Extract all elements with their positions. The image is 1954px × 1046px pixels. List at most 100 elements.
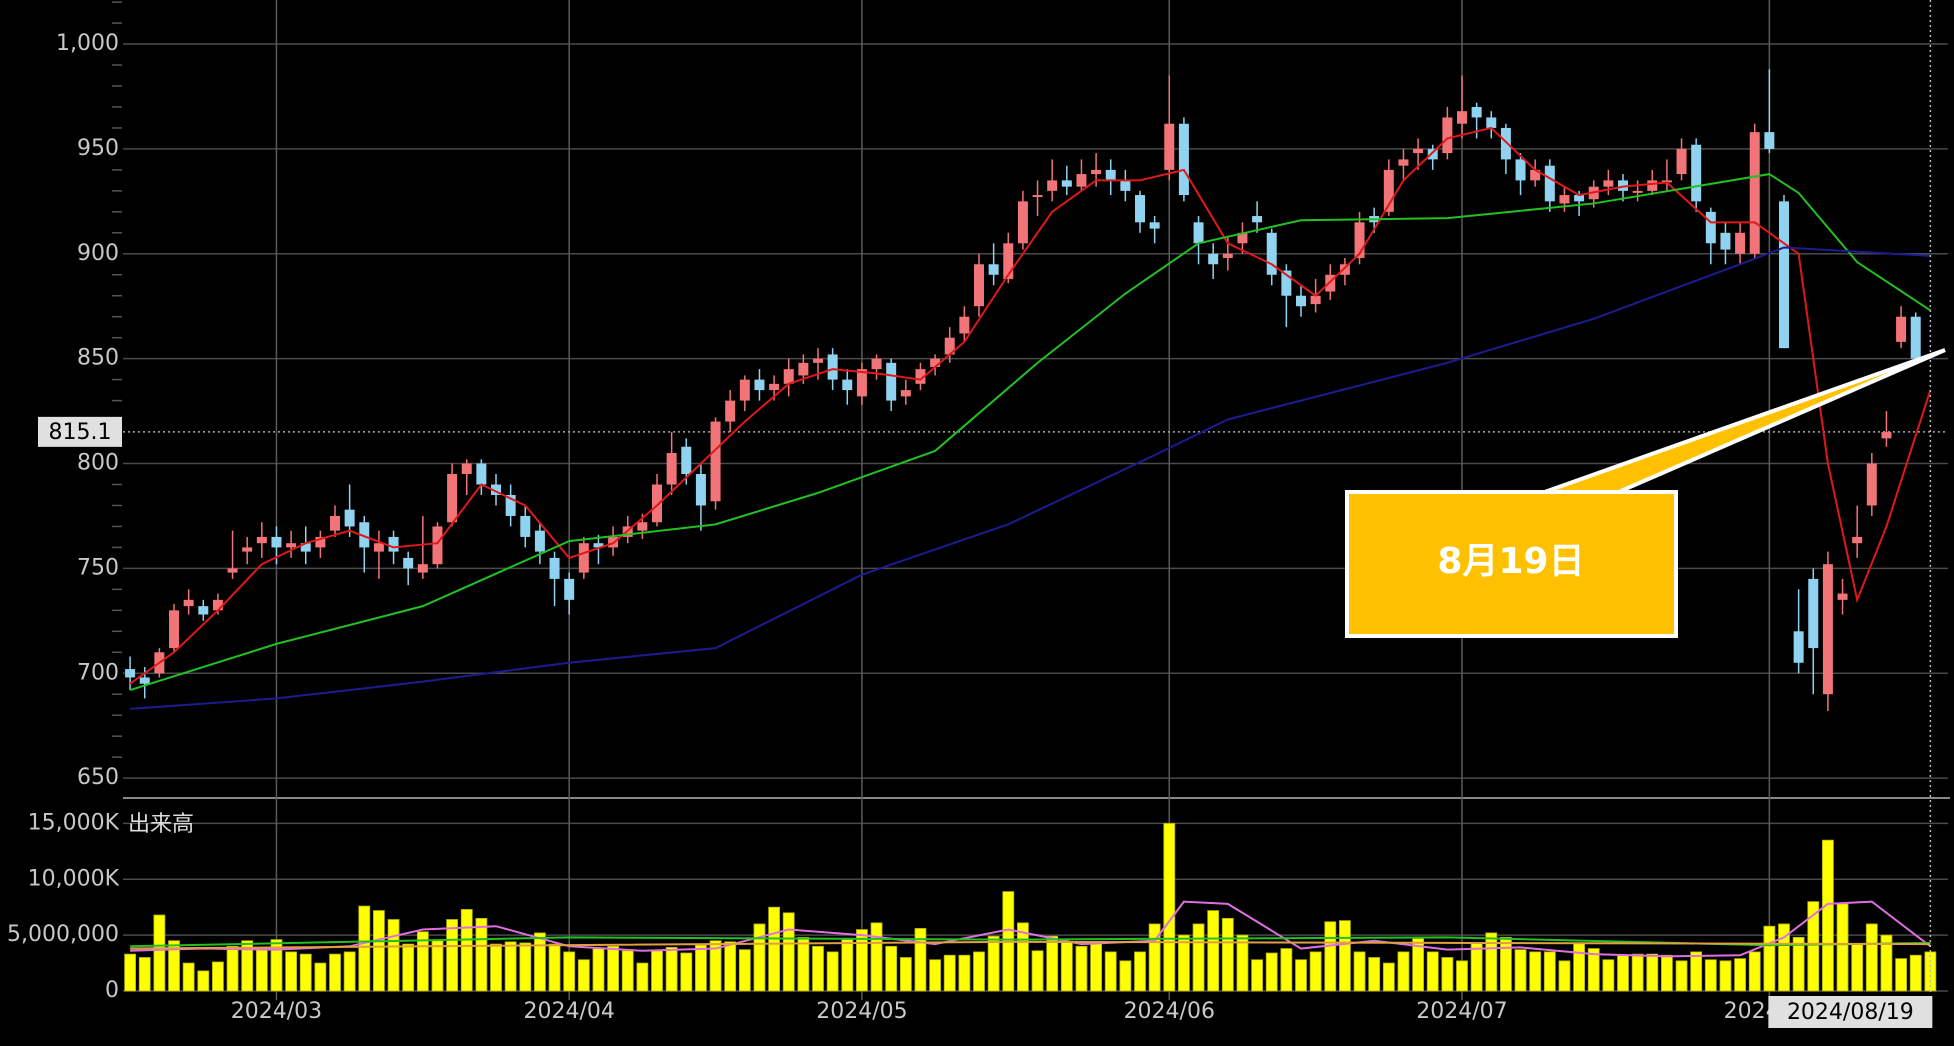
volume-bar (1895, 958, 1907, 992)
candle-body (564, 578, 575, 600)
volume-bar (241, 940, 254, 992)
volume-bar (1646, 953, 1659, 992)
candle-body (1061, 180, 1072, 187)
volume-bar (1134, 951, 1146, 992)
volume-bar (738, 949, 751, 992)
candle-body (593, 543, 604, 548)
candle-body (1266, 232, 1277, 275)
volume-bar (1631, 953, 1644, 992)
volume-bar (358, 905, 371, 992)
x-tick-label: 2024/06 (1124, 999, 1215, 1024)
candle-body (491, 484, 502, 495)
volume-bar (1778, 923, 1790, 992)
volume-bar (929, 959, 941, 992)
candle-body (1574, 195, 1585, 202)
volume-bar (1909, 954, 1922, 992)
volume-bar (329, 953, 341, 992)
candle-body (959, 316, 970, 334)
volume-bar (1807, 901, 1820, 992)
candle-body (769, 383, 780, 391)
candle-body (271, 536, 282, 548)
candle-body (227, 568, 238, 573)
volume-bar (607, 945, 619, 992)
volume-bar (1031, 950, 1044, 992)
callout-text: 8月19日 (1437, 541, 1584, 582)
volume-bar (1339, 920, 1351, 992)
volume-bar (870, 922, 883, 992)
candle-body (798, 362, 809, 376)
volume-bar (1119, 960, 1132, 992)
volume-bar (270, 939, 283, 992)
volume-bar (1353, 951, 1366, 992)
candle-body (915, 369, 926, 384)
candle-body (1515, 159, 1526, 181)
volume-average-line (130, 940, 1931, 950)
candle-body (344, 509, 355, 527)
candle-body (1735, 232, 1746, 254)
candle-body (330, 515, 341, 531)
volume-bar (373, 910, 385, 992)
callout-box (1345, 490, 1678, 638)
candle-body (359, 522, 370, 548)
candle-body (1105, 169, 1116, 181)
volume-bar (1470, 942, 1483, 992)
candle-body (139, 677, 150, 684)
volume-bar (1602, 959, 1615, 992)
volume-bar (1104, 951, 1117, 992)
volume-bar (314, 962, 327, 992)
volume-bar (797, 936, 810, 992)
candle-body (1676, 148, 1687, 175)
volume-bar (812, 945, 824, 992)
candle-body (1310, 295, 1321, 305)
candle-body (1793, 631, 1804, 663)
candle-body (725, 400, 736, 422)
volume-bar (651, 950, 663, 992)
volume-bar (1880, 934, 1893, 992)
volume-bar (519, 942, 532, 992)
candle-body (417, 564, 428, 573)
candle-body (1032, 195, 1043, 198)
volume-bar (1178, 934, 1190, 992)
volume-bar (621, 950, 634, 992)
volume-bar (1558, 960, 1571, 992)
candle-body (125, 669, 136, 678)
volume-bar (1514, 949, 1527, 992)
volume-bar (1251, 959, 1263, 992)
volume-bar (416, 931, 429, 992)
candle-body (461, 463, 472, 475)
volume-bar (226, 945, 239, 992)
volume-bar (768, 906, 780, 992)
volume-bar (1792, 936, 1805, 992)
candle-body (681, 446, 692, 475)
volume-bar (1690, 951, 1703, 992)
y-tick-label: 850 (77, 346, 119, 371)
volume-bar (1851, 943, 1864, 992)
volume-bar (1060, 941, 1073, 992)
volume-bar (138, 957, 151, 992)
y-tick-label: 950 (77, 136, 119, 161)
candle-body (1822, 564, 1833, 695)
volume-bar (856, 929, 868, 992)
volume-bar (1046, 935, 1059, 992)
candle-body (520, 515, 531, 537)
candle-body (930, 358, 941, 368)
x-tick-label: 2024/05 (816, 999, 907, 1024)
volume-bar (446, 919, 458, 992)
candle-body (183, 599, 194, 607)
candle-body (505, 494, 516, 516)
y-tick-label: 1,000 (56, 31, 119, 56)
volume-bar (1543, 951, 1556, 992)
volume-bar (1617, 954, 1629, 992)
volume-bar (1675, 960, 1688, 992)
volume-bar (885, 945, 898, 992)
price-marker-box (38, 416, 122, 447)
volume-bar (680, 952, 693, 992)
volume-bar (1704, 959, 1717, 992)
volume-bar (1529, 951, 1542, 992)
volume-bar (168, 940, 180, 992)
volume-bar (1192, 923, 1205, 992)
candle-body (1486, 117, 1497, 128)
volume-bar (1309, 951, 1322, 992)
volume-bar (402, 943, 415, 992)
candle-body (476, 463, 487, 485)
